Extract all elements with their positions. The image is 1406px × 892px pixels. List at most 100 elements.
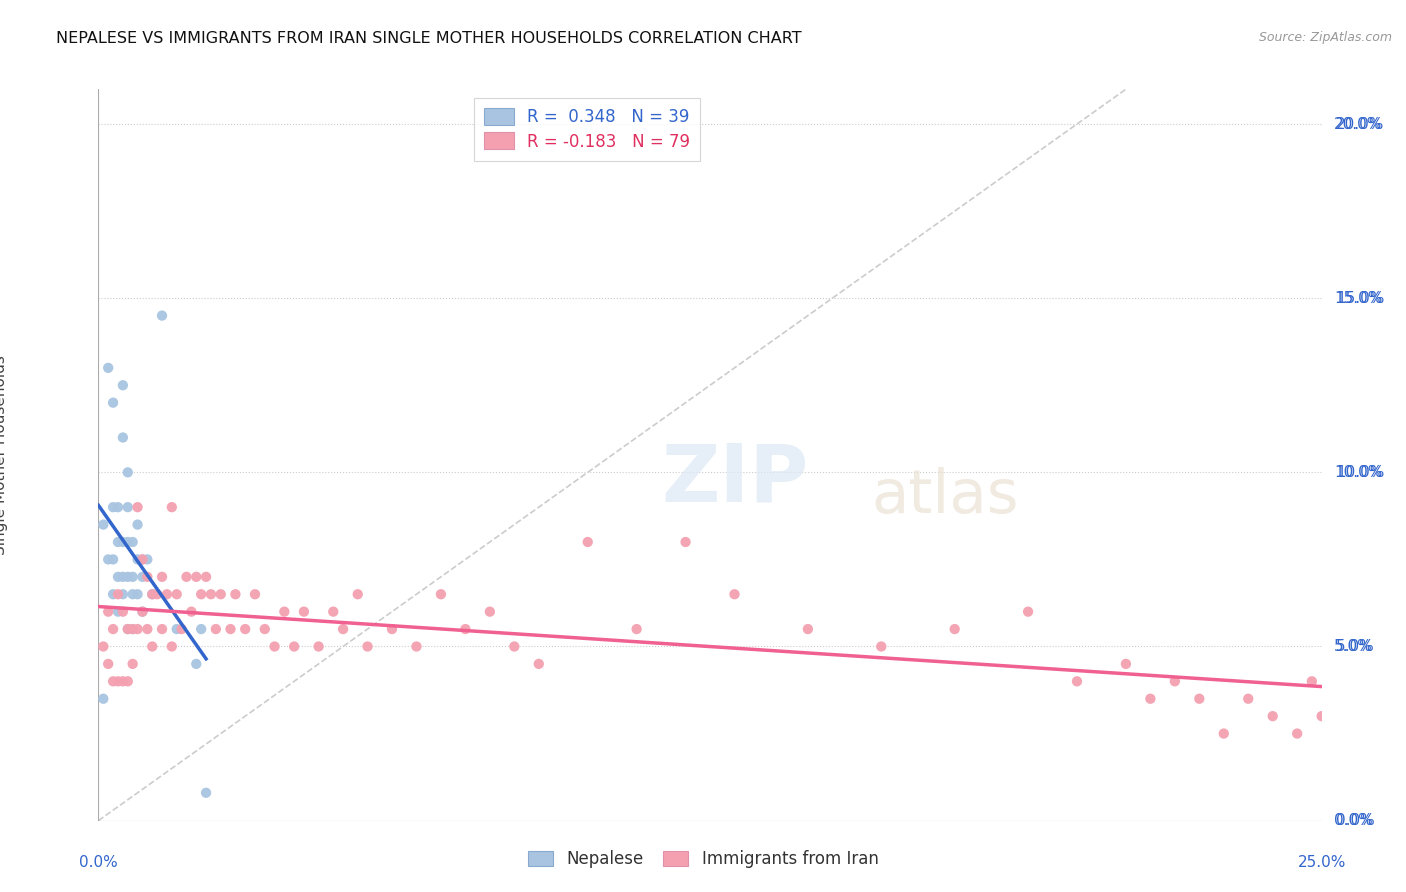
Point [626,622,648,636]
Point [166,622,188,636]
Point [283,640,305,654]
Point [136,552,159,566]
Point [273,605,295,619]
Point [190,587,212,601]
Point [186,657,208,671]
Text: 5.0%: 5.0% [1334,639,1372,654]
Point [1188,691,1211,706]
Legend: Nepalese, Immigrants from Iran: Nepalese, Immigrants from Iran [522,844,884,875]
Point [170,622,193,636]
Point [121,535,143,549]
Point [101,587,124,601]
Point [1261,709,1284,723]
Point [292,605,315,619]
Text: atlas: atlas [872,467,1019,526]
Point [111,605,134,619]
Text: Source: ZipAtlas.com: Source: ZipAtlas.com [1258,31,1392,45]
Text: 20.0%: 20.0% [1336,117,1385,131]
Point [156,587,179,601]
Point [101,500,124,515]
Point [111,378,134,392]
Point [219,622,242,636]
Point [117,500,139,515]
Point [146,587,169,601]
Point [478,605,501,619]
Point [527,657,550,671]
Point [576,535,599,549]
Point [121,587,143,601]
Point [224,587,246,601]
Point [107,605,129,619]
Point [127,552,149,566]
Point [176,570,198,584]
Point [111,430,134,444]
Point [150,309,173,323]
Point [141,587,163,601]
Point [180,605,202,619]
Point [131,552,153,566]
Point [1310,709,1333,723]
Point [233,622,256,636]
Point [107,674,129,689]
Point [131,605,153,619]
Point [160,500,183,515]
Point [131,570,153,584]
Point [107,587,129,601]
Point [117,466,139,480]
Point [91,640,114,654]
Point [160,640,183,654]
Point [127,500,149,515]
Point [127,517,149,532]
Point [195,570,218,584]
Text: 0.0%: 0.0% [1334,814,1372,828]
Point [1237,691,1260,706]
Point [111,570,134,584]
Point [117,535,139,549]
Point [97,360,120,375]
Text: NEPALESE VS IMMIGRANTS FROM IRAN SINGLE MOTHER HOUSEHOLDS CORRELATION CHART: NEPALESE VS IMMIGRANTS FROM IRAN SINGLE … [56,31,801,46]
Point [131,605,153,619]
Point [263,640,285,654]
Point [1139,691,1161,706]
Point [503,640,526,654]
Point [166,587,188,601]
Point [243,587,266,601]
Point [209,587,232,601]
Point [332,622,354,636]
Point [405,640,427,654]
Text: 15.0%: 15.0% [1334,291,1382,306]
Point [117,570,139,584]
Text: 10.0%: 10.0% [1336,465,1385,480]
Point [346,587,368,601]
Point [101,674,124,689]
Point [1164,674,1187,689]
Point [943,622,966,636]
Point [97,657,120,671]
Point [454,622,477,636]
Text: 0.0%: 0.0% [79,855,118,871]
Point [97,605,120,619]
Text: Single Mother Households: Single Mother Households [0,355,8,555]
Point [91,517,114,532]
Point [308,640,330,654]
Text: 0.0%: 0.0% [1336,814,1375,828]
Point [356,640,378,654]
Point [205,622,228,636]
Point [190,622,212,636]
Point [150,570,173,584]
Point [200,587,222,601]
Point [117,674,139,689]
Point [121,657,143,671]
Point [136,622,159,636]
Point [430,587,453,601]
Text: 20.0%: 20.0% [1334,117,1382,131]
Point [111,674,134,689]
Point [97,552,120,566]
Point [1212,726,1234,740]
Point [121,570,143,584]
Point [1286,726,1309,740]
Point [723,587,745,601]
Legend: R =  0.348   N = 39, R = -0.183   N = 79: R = 0.348 N = 39, R = -0.183 N = 79 [474,97,700,161]
Point [1066,674,1088,689]
Point [111,535,134,549]
